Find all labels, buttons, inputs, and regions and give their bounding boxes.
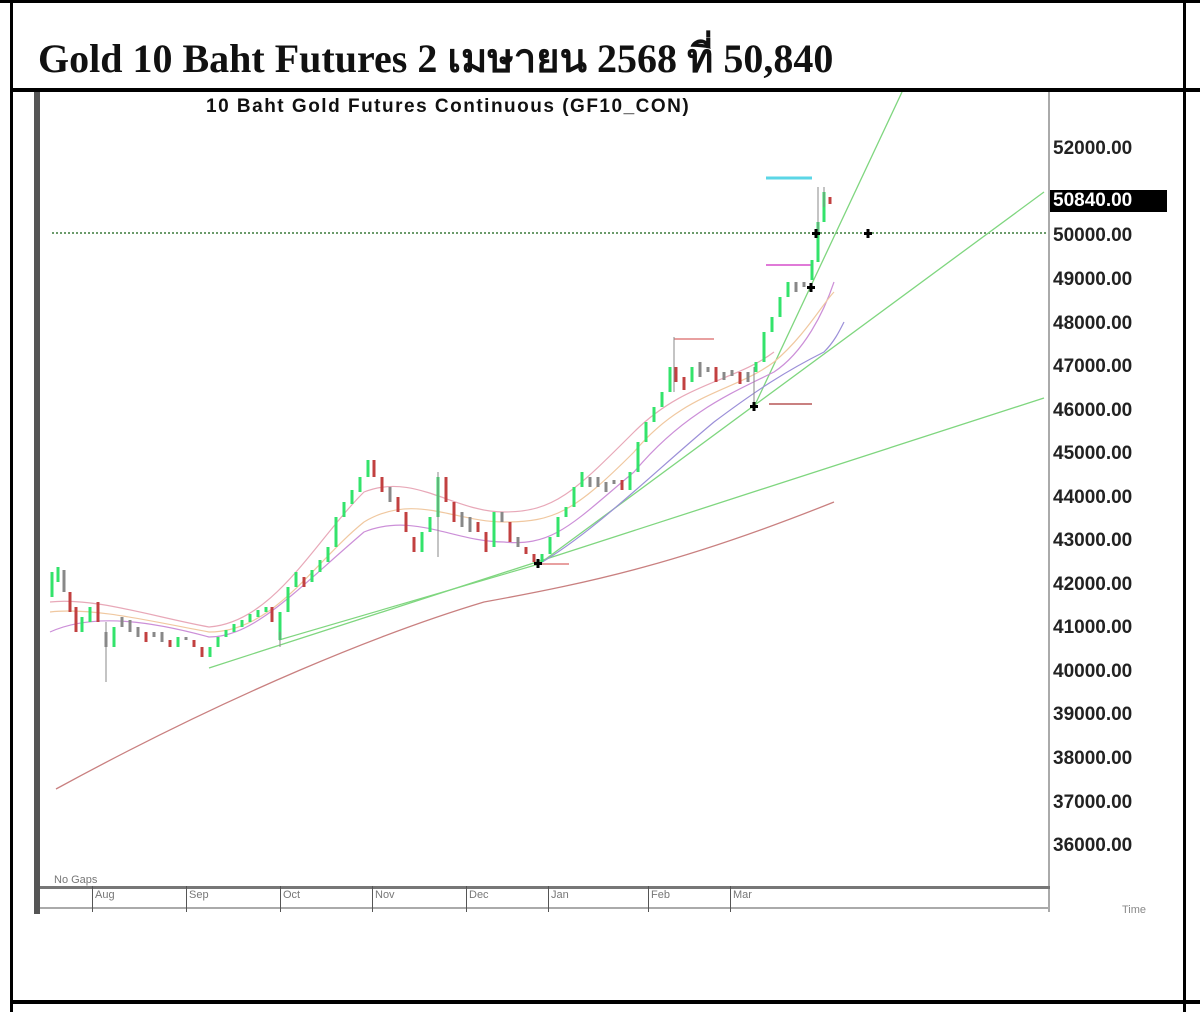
x-tick-sep: Sep: [186, 886, 209, 912]
frame-left: [10, 0, 13, 1012]
ma-violet: [538, 321, 845, 565]
y-tick-45000: 45000.00: [1053, 443, 1133, 464]
long-ma-line: [55, 501, 835, 790]
y-tick-39000: 39000.00: [1053, 704, 1133, 725]
time-axis-label: Time: [1122, 904, 1147, 916]
y-tick-38000: 38000.00: [1053, 748, 1133, 769]
y-tick-48000: 48000.00: [1053, 313, 1133, 334]
x-tick-dec: Dec: [466, 886, 489, 912]
y-tick-41000: 41000.00: [1053, 617, 1133, 638]
candles: [50, 187, 872, 682]
y-tick-49000: 49000.00: [1053, 269, 1133, 290]
y-tick-44000: 44000.00: [1053, 487, 1133, 508]
y-tick-43000: 43000.00: [1053, 530, 1133, 551]
frame-bottom: [10, 1000, 1200, 1004]
x-tick-mar: Mar: [730, 886, 752, 912]
y-tick-47000: 47000.00: [1053, 356, 1133, 377]
title-divider: [10, 88, 1200, 92]
no-gaps-note: No Gaps: [54, 874, 98, 886]
x-tick-jan: Jan: [548, 886, 569, 912]
ma-purple: [49, 281, 835, 638]
last-price-label: 50840.00: [1050, 190, 1167, 212]
document-title: Gold 10 Baht Futures 2 เมษายน 2568 ที่ 5…: [38, 36, 834, 81]
ma-pink: [49, 351, 775, 628]
left-axis-bar: [34, 92, 40, 914]
price-chart: 10 Baht Gold Futures Continuous (GF10_CO…: [34, 92, 1174, 922]
plot-area: [49, 92, 1048, 790]
y-tick-50000: 50000.00: [1053, 225, 1133, 246]
trendline-2: [538, 191, 1045, 565]
x-tick-nov: Nov: [372, 886, 395, 912]
x-axis-band: [40, 886, 1050, 909]
y-tick-42000: 42000.00: [1053, 574, 1133, 595]
trendline-3: [753, 92, 903, 408]
pivot-markers: [534, 229, 872, 568]
y-tick-52000: 52000.00: [1053, 138, 1133, 159]
ma-orange: [49, 291, 835, 633]
frame-right: [1183, 0, 1186, 1012]
trendline-4: [278, 563, 540, 641]
chart-title: 10 Baht Gold Futures Continuous (GF10_CO…: [206, 96, 691, 117]
y-axis-line: [1048, 92, 1050, 912]
y-tick-37000: 37000.00: [1053, 792, 1133, 813]
trendline-1: [208, 397, 1045, 669]
frame-top: [0, 0, 1200, 3]
x-tick-oct: Oct: [280, 886, 300, 912]
y-tick-36000: 36000.00: [1053, 835, 1133, 856]
x-tick-feb: Feb: [648, 886, 670, 912]
x-tick-aug: Aug: [92, 886, 115, 912]
y-tick-40000: 40000.00: [1053, 661, 1133, 682]
y-tick-46000: 46000.00: [1053, 400, 1133, 421]
